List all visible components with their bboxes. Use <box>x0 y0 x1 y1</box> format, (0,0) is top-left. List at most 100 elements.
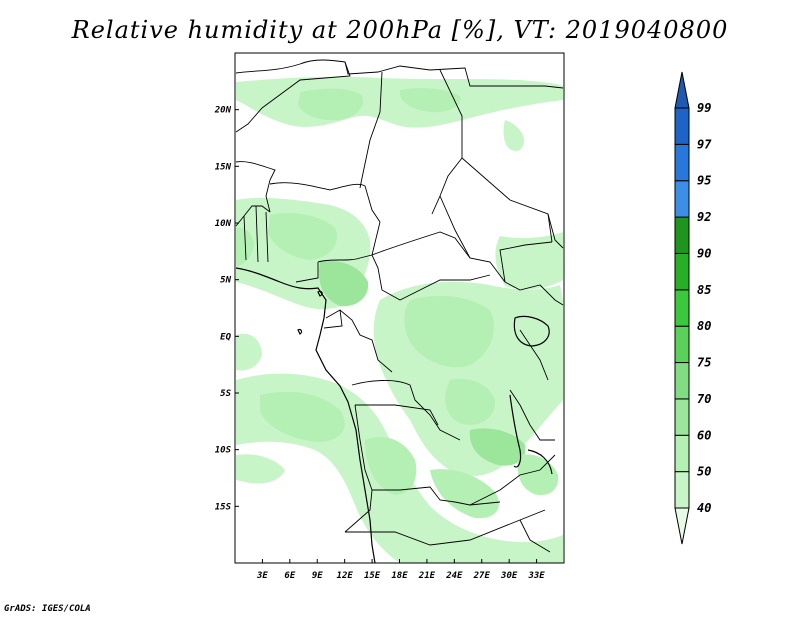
country-border <box>499 241 553 283</box>
country-border <box>235 61 351 133</box>
coastline <box>513 315 550 347</box>
map-title: Relative humidity at 200hPa [%], VT: 201… <box>71 16 729 44</box>
country-border <box>509 389 555 441</box>
y-tick-label: 10S <box>215 446 232 456</box>
country-border <box>519 519 551 553</box>
colorbar-box <box>674 252 690 291</box>
x-axis-ticks: 3E 6E 9E 12E 15E 18E 21E 24E 27E 30E 33E <box>256 559 545 581</box>
country-border <box>344 404 373 533</box>
colorbar-label: 75 <box>697 356 711 370</box>
colorbar: 40 50 60 70 75 80 85 90 92 95 97 99 <box>674 71 712 545</box>
humidity-region <box>236 454 285 484</box>
colorbar-label: 97 <box>697 137 712 151</box>
country-border <box>255 205 259 263</box>
colorbar-label: 99 <box>697 101 711 115</box>
humidity-region <box>445 378 496 425</box>
colorbar-box <box>674 180 690 218</box>
x-tick-label: 6E <box>284 571 295 581</box>
country-border <box>295 262 319 283</box>
country-border <box>345 509 546 546</box>
humidity-region <box>319 260 369 307</box>
country-border <box>235 161 276 213</box>
country-border <box>355 404 439 426</box>
map-panel: 3E 6E 9E 12E 15E 18E 21E 24E 27E 30E 33E 20N 15N 10N… <box>214 52 565 581</box>
coastline <box>317 290 323 297</box>
colorbar-box <box>674 325 690 364</box>
country-border <box>243 215 247 261</box>
y-tick-label: 5S <box>220 389 231 399</box>
x-tick-label: 27E <box>473 571 491 581</box>
country-border <box>461 157 553 243</box>
colorbar-box <box>674 471 690 509</box>
humidity-region <box>430 469 499 519</box>
coastline <box>527 449 553 475</box>
colorbar-box <box>674 216 690 254</box>
colorbar-label: 60 <box>697 428 711 442</box>
x-tick-label: 15E <box>364 571 381 581</box>
country-border <box>323 309 343 329</box>
colorbar-box <box>674 143 690 182</box>
colorbar-box <box>674 362 690 400</box>
colorbar-lower-arrow <box>674 507 690 545</box>
x-tick-label: 21E <box>418 571 436 581</box>
humidity-region <box>503 120 525 151</box>
country-border <box>431 69 463 215</box>
x-tick-label: 30E <box>500 571 518 581</box>
humidity-region <box>404 295 494 368</box>
country-border <box>381 274 491 301</box>
colorbar-label: 90 <box>697 246 711 260</box>
country-border <box>235 205 271 227</box>
x-tick-label: 9E <box>312 571 323 581</box>
coastline <box>297 328 303 335</box>
country-border <box>265 211 269 263</box>
colorbar-label: 92 <box>697 210 711 224</box>
colorbar-label: 40 <box>697 501 711 515</box>
x-tick-label: 33E <box>527 571 545 581</box>
coastline <box>235 267 376 564</box>
y-tick-label: 20N <box>214 106 232 116</box>
country-border <box>351 380 461 441</box>
country-border <box>317 254 383 291</box>
x-tick-label: 18E <box>391 571 408 581</box>
colorbar-box <box>674 398 690 436</box>
humidity-region <box>365 436 417 495</box>
country-border <box>359 71 383 189</box>
colorbar-box <box>674 434 690 473</box>
humidity-region <box>495 232 563 290</box>
y-tick-label: 15N <box>215 162 232 172</box>
country-borders <box>235 59 564 564</box>
y-tick-label: EQ <box>220 332 231 342</box>
colorbar-label: 50 <box>697 465 711 479</box>
grads-credit: GrADS: IGES/COLA <box>4 604 91 614</box>
humidity-shading <box>236 76 563 563</box>
humidity-region <box>298 88 364 121</box>
y-tick-label: 15S <box>215 502 232 512</box>
humidity-region <box>236 333 262 371</box>
colorbar-label: 85 <box>697 283 711 297</box>
country-border <box>519 329 549 381</box>
humidity-region <box>260 391 345 442</box>
country-border <box>269 182 381 223</box>
colorbar-label: 95 <box>697 174 711 188</box>
coastline <box>509 394 522 468</box>
y-tick-label: 10N <box>215 219 232 229</box>
colorbar-label: 80 <box>697 319 711 333</box>
colorbar-box <box>674 289 690 327</box>
humidity-region <box>399 88 461 113</box>
x-tick-label: 3E <box>256 571 268 581</box>
y-axis-ticks: 20N 15N 10N 5N EQ 5S 10S 15S <box>214 106 239 512</box>
humidity-region <box>469 428 526 466</box>
country-border <box>547 213 564 249</box>
colorbar-upper-arrow <box>674 71 690 109</box>
country-border <box>235 59 564 89</box>
y-tick-label: 5N <box>220 276 231 286</box>
country-border <box>469 454 556 506</box>
country-border <box>504 281 564 306</box>
x-tick-label: 24E <box>445 571 463 581</box>
country-border <box>371 231 471 259</box>
colorbar-label: 70 <box>697 392 711 406</box>
humidity-region <box>517 454 559 496</box>
humidity-region <box>268 212 338 260</box>
country-border <box>371 221 381 256</box>
